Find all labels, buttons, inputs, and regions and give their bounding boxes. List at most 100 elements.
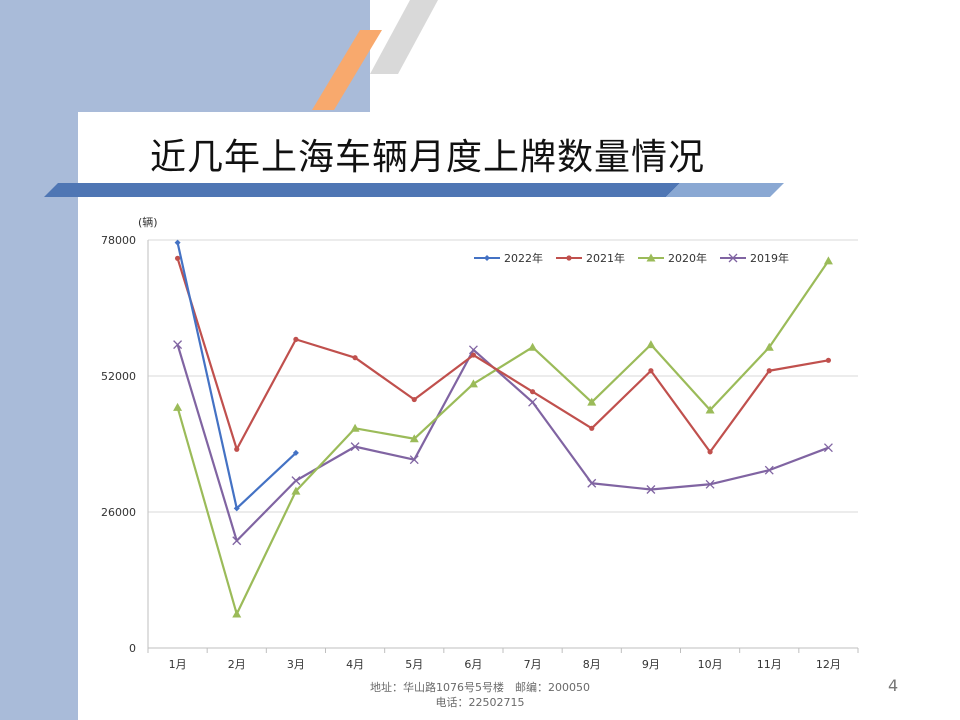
data-point — [705, 405, 715, 414]
data-point — [648, 368, 654, 374]
legend-label: 2019年 — [750, 251, 789, 265]
legend-label: 2022年 — [504, 251, 543, 265]
data-point — [646, 253, 656, 262]
data-point — [705, 479, 715, 489]
x-tick-label: 8月 — [583, 658, 601, 671]
data-point — [292, 449, 299, 456]
data-point — [589, 425, 595, 431]
data-point — [823, 443, 833, 453]
x-tick-label: 6月 — [464, 658, 482, 671]
x-tick-label: 5月 — [405, 658, 423, 671]
x-tick-label: 9月 — [642, 658, 660, 671]
footer-address: 地址：华山路1076号5号楼 邮编：200050 — [370, 681, 590, 694]
series-2021年 — [174, 255, 832, 455]
y-unit-label: (辆) — [138, 215, 158, 229]
left-accent-panel — [0, 0, 78, 720]
x-tick-label: 2月 — [228, 658, 246, 671]
data-point — [529, 389, 536, 395]
legend-item: 2019年 — [720, 251, 789, 265]
footer-contact: 地址：华山路1076号5号楼 邮编：200050 电话：22502715 — [300, 680, 660, 710]
data-point-stroke — [173, 340, 183, 350]
series-line — [176, 260, 830, 616]
y-tick-label: 0 — [129, 642, 136, 655]
legend-item: 2020年 — [638, 251, 707, 265]
series-2019年 — [173, 340, 833, 546]
data-point-stroke — [646, 485, 656, 494]
slide-title: 近几年上海车辆月度上牌数量情况 — [150, 137, 706, 178]
data-point — [728, 253, 738, 263]
y-tick-label: 52000 — [101, 370, 136, 383]
legend-label: 2020年 — [668, 251, 707, 265]
grey-stripe — [370, 0, 438, 74]
data-point — [528, 342, 538, 351]
x-tick-label: 11月 — [757, 658, 782, 671]
data-point — [566, 255, 572, 261]
legend-label: 2021年 — [586, 251, 625, 265]
series-2020年 — [173, 256, 833, 618]
data-point-stroke — [764, 465, 774, 475]
legend-item: 2021年 — [556, 251, 625, 265]
data-point — [174, 239, 181, 246]
series-line — [176, 257, 829, 453]
data-point-stroke — [350, 442, 360, 452]
data-point — [409, 434, 419, 443]
data-point — [350, 442, 360, 452]
data-point-stroke — [291, 476, 301, 486]
data-point-stroke — [232, 536, 242, 546]
data-point-stroke — [528, 397, 538, 407]
data-point — [409, 455, 419, 465]
data-point — [528, 397, 538, 407]
top-accent-panel — [0, 0, 370, 112]
data-point-stroke — [409, 455, 419, 465]
footer-phone: 电话：22502715 — [435, 696, 525, 709]
data-point-stroke — [587, 478, 597, 488]
title-band-light — [666, 183, 784, 197]
data-point — [173, 402, 183, 411]
data-point — [233, 505, 240, 512]
data-point — [646, 485, 656, 494]
x-tick-label: 3月 — [287, 658, 305, 671]
data-point — [291, 476, 301, 486]
title-band-dark — [44, 183, 680, 197]
data-point — [411, 396, 417, 403]
data-point — [470, 352, 477, 358]
data-point — [823, 256, 833, 265]
legend-item: 2022年 — [474, 251, 543, 265]
data-point — [232, 609, 242, 618]
data-point — [468, 345, 478, 355]
data-point — [293, 336, 299, 342]
data-point-stroke — [705, 479, 715, 489]
data-point — [707, 449, 713, 455]
x-tick-label: 4月 — [346, 658, 364, 671]
data-point — [174, 255, 181, 261]
x-tick-label: 12月 — [816, 658, 841, 671]
data-point — [587, 397, 597, 406]
data-point-stroke — [468, 345, 478, 355]
series-line — [176, 344, 829, 542]
x-tick-label: 1月 — [169, 658, 187, 671]
data-point — [764, 465, 774, 475]
y-tick-label: 78000 — [101, 234, 136, 247]
data-point — [766, 368, 772, 374]
orange-stripe — [312, 30, 382, 110]
data-point — [484, 255, 490, 261]
data-point — [587, 478, 597, 488]
y-tick-label: 26000 — [101, 506, 136, 519]
data-point — [350, 423, 360, 432]
data-point — [173, 340, 183, 350]
data-point — [352, 355, 358, 361]
data-point — [646, 340, 656, 349]
content-card — [78, 112, 960, 720]
data-point — [234, 446, 240, 452]
page-number: 4 — [888, 676, 899, 695]
data-point — [825, 357, 832, 363]
x-tick-label: 10月 — [698, 658, 723, 671]
data-point — [468, 379, 478, 388]
data-point — [764, 342, 774, 351]
data-point-stroke — [728, 253, 738, 263]
data-point — [232, 536, 242, 546]
series-2022年 — [174, 239, 299, 512]
data-point-stroke — [823, 443, 833, 453]
